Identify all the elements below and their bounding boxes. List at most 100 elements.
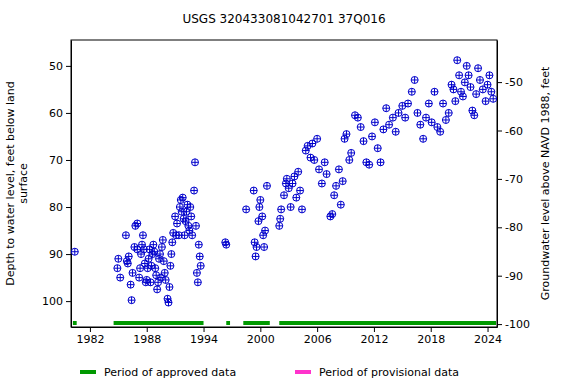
tick: 50 — [49, 60, 71, 73]
tick-label: -90 — [505, 270, 523, 283]
data-point — [276, 222, 283, 229]
data-point — [405, 100, 412, 107]
data-point — [117, 274, 124, 281]
data-point — [289, 180, 296, 187]
tick: 2000 — [247, 327, 275, 346]
tick-mark — [497, 276, 502, 277]
legend-item: Period of provisional data — [295, 366, 459, 379]
data-point — [488, 88, 495, 95]
data-point — [257, 196, 264, 203]
tick: 1988 — [133, 327, 161, 346]
data-point — [339, 178, 346, 185]
tick-mark — [66, 66, 71, 67]
data-point — [386, 121, 393, 128]
data-point — [437, 128, 444, 135]
data-point — [329, 211, 336, 218]
data-point — [452, 98, 459, 105]
data-point — [285, 185, 292, 192]
data-point — [333, 182, 340, 189]
data-point — [318, 180, 325, 187]
data-point — [454, 57, 461, 64]
data-point — [156, 251, 163, 258]
tick-label: -70 — [505, 173, 523, 186]
tick-mark — [497, 179, 502, 180]
data-point — [456, 72, 463, 79]
data-point — [467, 84, 474, 91]
data-point — [192, 159, 199, 166]
data-point — [450, 86, 457, 93]
data-point — [263, 182, 270, 189]
tick: 80 — [49, 201, 71, 214]
data-point — [261, 244, 268, 251]
data-point — [440, 100, 447, 107]
data-point — [191, 187, 198, 194]
y-axis: 5060708090100 — [42, 41, 72, 328]
data-point — [346, 156, 353, 163]
tick-mark — [66, 160, 71, 161]
tick: -100 — [497, 318, 530, 331]
data-point — [374, 145, 381, 152]
tick-mark — [431, 327, 432, 332]
tick-mark — [317, 327, 318, 332]
data-point — [291, 173, 298, 180]
data-point — [471, 112, 478, 119]
data-point — [197, 262, 204, 269]
tick-label: 50 — [49, 60, 63, 73]
y2-axis: -50-60-70-80-90-100 — [497, 41, 530, 332]
tick-label: 60 — [49, 107, 63, 120]
data-point — [357, 124, 364, 131]
data-point — [193, 269, 200, 276]
tick-label: 70 — [49, 154, 63, 167]
tick-mark — [66, 207, 71, 208]
data-point — [402, 114, 409, 121]
x-axis: 19821988199420002006201220182024 — [72, 327, 503, 346]
data-point — [253, 244, 260, 251]
tick-mark — [497, 324, 502, 325]
legend-label: Period of provisional data — [319, 366, 459, 379]
data-point — [194, 279, 201, 286]
y-axis-label-line: surface — [17, 163, 30, 204]
tick-mark — [374, 327, 375, 332]
data-point — [251, 239, 258, 246]
data-point — [287, 204, 294, 211]
tick-label: 2006 — [304, 333, 332, 346]
data-point — [337, 201, 344, 208]
data-point — [293, 194, 300, 201]
data-point — [162, 276, 169, 283]
data-point — [71, 248, 78, 255]
tick: 1994 — [190, 327, 218, 346]
tick-label: -100 — [505, 318, 530, 331]
y-axis-label: Depth to water level, feet below landsur… — [4, 81, 30, 286]
legend-swatch — [295, 370, 311, 374]
data-point — [196, 253, 203, 260]
data-point — [243, 206, 250, 213]
data-point — [448, 81, 455, 88]
tick: -60 — [497, 125, 523, 138]
plot-frame — [71, 40, 497, 327]
tick: -70 — [497, 173, 523, 186]
tick: 70 — [49, 154, 71, 167]
data-point — [354, 114, 361, 121]
data-point — [262, 227, 269, 234]
tick-label: 2018 — [417, 333, 445, 346]
data-point — [158, 244, 165, 251]
data-point — [188, 213, 195, 220]
data-point — [431, 88, 438, 95]
data-point — [476, 76, 483, 83]
data-point — [475, 65, 482, 72]
data-point — [129, 269, 136, 276]
data-point — [260, 232, 267, 239]
data-point — [323, 171, 330, 178]
data-point — [114, 265, 121, 272]
data-point — [127, 281, 134, 288]
data-point — [147, 279, 154, 286]
plot-area — [71, 57, 496, 323]
data-point — [314, 135, 321, 142]
period-bar — [73, 321, 77, 325]
data-point — [179, 194, 186, 201]
data-point — [278, 206, 285, 213]
data-point — [124, 260, 131, 267]
data-point — [316, 166, 323, 173]
data-point — [136, 274, 143, 281]
data-point — [192, 222, 199, 229]
